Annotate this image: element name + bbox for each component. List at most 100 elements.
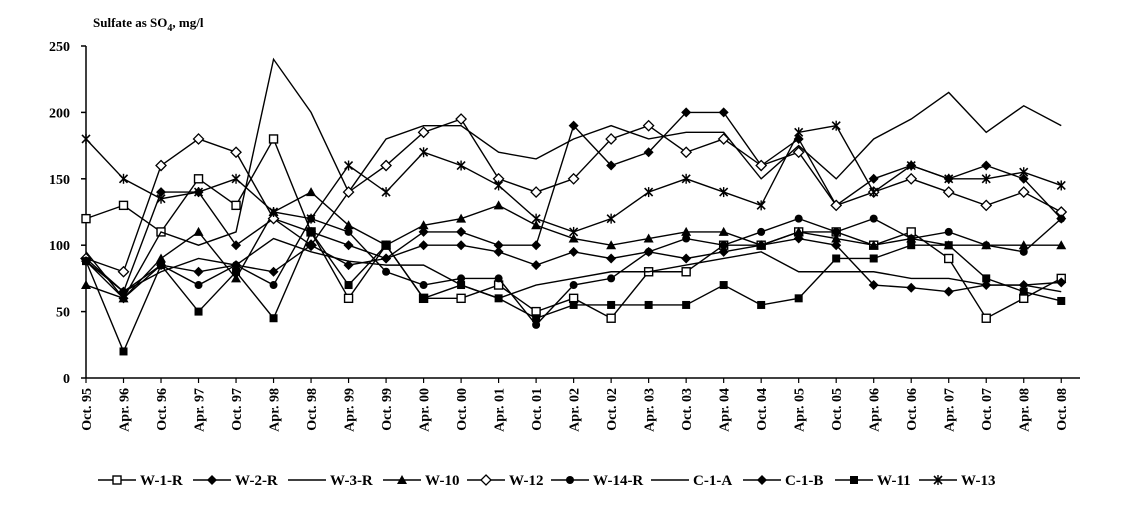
y-axis: 0 50 100 150 200 250	[49, 40, 87, 387]
legend-marker	[112, 475, 122, 485]
point-w-14-r	[194, 281, 203, 290]
x-tick-label: Apr. 03	[643, 388, 658, 432]
point-w-12	[942, 186, 955, 198]
point-w-11	[682, 300, 691, 309]
point-c-1-b	[868, 280, 879, 291]
point-w-1-r	[343, 293, 354, 304]
x-tick-label: Oct. 95	[80, 388, 95, 431]
point-w-11	[344, 281, 353, 290]
point-w-14-r	[494, 274, 503, 283]
point-w-11	[869, 254, 878, 263]
point-w-13	[756, 200, 766, 211]
point-w-14-r	[907, 234, 916, 243]
point-w-12	[1017, 186, 1030, 198]
x-tick-label: Apr. 01	[493, 388, 508, 432]
point-w-12	[417, 126, 430, 139]
series-c-1-a	[85, 237, 1062, 300]
x-tick-label: Apr. 05	[793, 388, 808, 432]
point-c-1-b	[943, 286, 954, 297]
point-w-11	[119, 347, 128, 356]
point-w-13	[681, 173, 691, 184]
point-w-11	[569, 300, 578, 309]
point-w-14-r	[719, 241, 728, 250]
x-tick-label: Oct. 02	[605, 388, 620, 431]
y-tick-label: 0	[63, 372, 70, 387]
x-tick-label: Oct. 05	[830, 388, 845, 431]
legend-label: W-14-R	[593, 473, 643, 489]
y-tick-label: 250	[49, 40, 70, 55]
point-c-1-b	[793, 233, 804, 244]
point-w-14-r	[869, 214, 878, 223]
x-axis: Oct. 95 Apr. 96 Oct. 96 Apr. 97 Oct. 97 Apr. …	[80, 377, 1080, 432]
x-tick-label: Apr. 97	[193, 388, 208, 432]
point-w-10	[81, 280, 91, 290]
point-w-12	[680, 146, 693, 159]
x-tick-label: Apr. 02	[568, 388, 583, 432]
point-w-11	[457, 281, 466, 290]
point-w-11	[194, 307, 203, 316]
point-w-11	[907, 241, 916, 250]
x-tick-label: Apr. 98	[268, 388, 283, 432]
point-w-14-r	[757, 227, 766, 236]
point-c-1-b	[568, 246, 579, 257]
point-w-12	[230, 146, 242, 159]
point-c-1-b	[606, 253, 617, 264]
plot-area	[80, 57, 1068, 356]
point-c-1-b	[118, 293, 129, 304]
point-w-10	[606, 240, 617, 250]
legend-item-w-3-r: W-3-R	[288, 473, 373, 489]
point-w-14-r	[382, 267, 391, 276]
point-w-12	[267, 212, 280, 225]
point-w-13	[381, 187, 391, 198]
legend-label: W-3-R	[330, 473, 373, 489]
point-w-13	[606, 213, 616, 224]
point-c-1-b	[1056, 277, 1067, 288]
point-w-2-r	[681, 107, 692, 118]
x-tick-label: Oct. 08	[1055, 388, 1070, 431]
point-w-10	[1018, 240, 1029, 250]
legend-item-w-13: W-13	[919, 473, 995, 489]
point-w-10	[868, 240, 879, 250]
point-w-12	[192, 133, 205, 145]
point-w-1-r	[681, 267, 691, 277]
point-w-14-r	[269, 281, 278, 290]
point-w-14-r	[1019, 247, 1028, 256]
legend-item-w-2-r: W-2-R	[193, 473, 278, 489]
point-c-1-b	[756, 240, 767, 251]
point-w-10	[193, 226, 204, 236]
point-w-13	[306, 213, 316, 224]
legend-marker	[757, 475, 767, 485]
point-w-14-r	[944, 227, 953, 236]
point-w-14-r	[532, 320, 541, 329]
point-w-13	[569, 226, 579, 237]
point-w-11	[644, 300, 653, 309]
y-tick-label: 100	[49, 239, 70, 254]
point-w-11	[757, 300, 766, 309]
point-w-11	[307, 227, 316, 236]
x-tick-label: Apr. 08	[1018, 388, 1033, 432]
legend-item-w-14-r: W-14-R	[551, 473, 643, 489]
legend-marker	[850, 476, 858, 484]
x-tick-label: Apr. 00	[418, 388, 433, 432]
legend-item-w-11: W-11	[835, 473, 911, 489]
point-w-14-r	[832, 227, 841, 236]
legend-label: C-1-A	[693, 473, 732, 489]
legend-label: C-1-B	[785, 473, 823, 489]
x-tick-label: Oct. 98	[305, 388, 320, 431]
point-w-12	[455, 113, 468, 125]
point-c-1-b	[906, 282, 917, 293]
point-w-13	[268, 207, 279, 217]
point-w-10	[231, 273, 242, 283]
point-c-1-b	[718, 246, 729, 257]
point-w-12	[117, 265, 130, 278]
point-w-11	[832, 254, 841, 263]
point-w-13	[193, 187, 204, 198]
point-w-11	[794, 294, 803, 303]
point-c-1-b	[268, 266, 279, 277]
legend-marker	[480, 474, 492, 486]
legend-item-c-1-a: C-1-A	[651, 473, 732, 489]
point-w-11	[269, 314, 278, 323]
point-w-2-r	[531, 240, 542, 251]
point-w-13	[869, 187, 879, 198]
point-w-11	[532, 314, 541, 323]
